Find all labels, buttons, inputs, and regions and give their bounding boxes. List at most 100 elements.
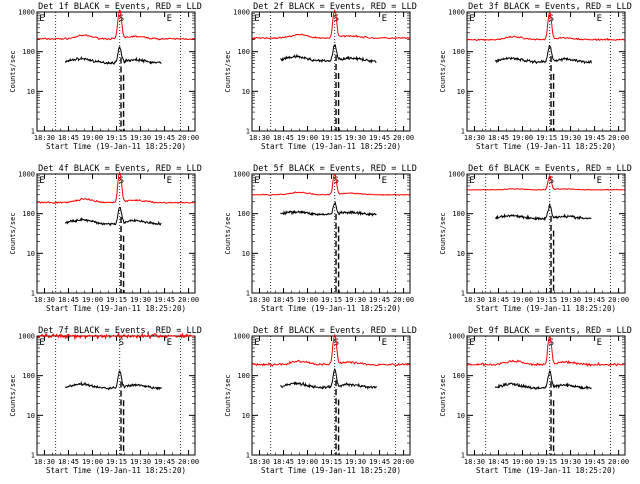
- series-lld-curve: [37, 171, 195, 205]
- panel-title: Det 5f BLACK = Events, RED = LLD: [253, 164, 417, 174]
- series-events-curve: [494, 370, 592, 391]
- y-tick-label: 100: [452, 210, 465, 218]
- x-tick-label: 19:15: [321, 134, 342, 142]
- x-tick-label: 18:30: [34, 134, 55, 142]
- x-tick-label: 18:30: [249, 296, 270, 304]
- x-axis-label: Start Time (19-Jan-11 18:25:20): [46, 466, 186, 475]
- x-tick-label: 18:30: [34, 296, 55, 304]
- x-tick-label: 19:45: [154, 296, 175, 304]
- y-tick-label: 10: [27, 250, 35, 258]
- series-lld-curve: [467, 335, 625, 367]
- x-tick-label: 18:30: [34, 458, 55, 466]
- x-tick-label: 18:30: [464, 134, 485, 142]
- x-tick-label: 19:15: [536, 458, 557, 466]
- x-tick-label: 20:00: [178, 296, 199, 304]
- plot-frame: [251, 173, 411, 294]
- panel-det-4: Det 4f BLACK = Events, RED = LLD 1 10 100 10…: [9, 164, 202, 313]
- interval-marker: E: [254, 176, 259, 186]
- panel-det-5: Det 5f BLACK = Events, RED = LLD 1 10 100 10…: [224, 164, 417, 313]
- series-events-curve: [494, 44, 592, 65]
- y-tick-label: 100: [22, 210, 35, 218]
- interval-marker: E: [39, 338, 44, 348]
- panel-title: Det 4f BLACK = Events, RED = LLD: [38, 164, 202, 174]
- interval-marker: E: [167, 338, 172, 348]
- series-lld-curve: [467, 175, 625, 191]
- y-tick-label: 1: [31, 290, 35, 298]
- panel-det-6: Det 6f BLACK = Events, RED = LLD 1 10 100 10…: [439, 164, 632, 313]
- series-events-curve: [495, 202, 592, 222]
- x-tick-label: 19:30: [345, 134, 366, 142]
- x-tick-label: 19:15: [106, 296, 127, 304]
- x-tick-label: 19:30: [560, 296, 581, 304]
- series-lld-curve: [37, 332, 195, 341]
- interval-marker: E: [469, 338, 474, 348]
- x-tick-label: 18:30: [464, 458, 485, 466]
- y-axis-label: Counts/sec: [9, 374, 17, 416]
- x-tick-label: 20:00: [393, 296, 414, 304]
- series-events-curve: [64, 370, 162, 391]
- x-tick-label: 19:45: [154, 458, 175, 466]
- x-tick-label: 20:00: [393, 134, 414, 142]
- x-axis-label: Start Time (19-Jan-11 18:25:20): [476, 304, 616, 313]
- y-tick-label: 100: [237, 210, 250, 218]
- y-tick-label: 10: [27, 88, 35, 96]
- y-tick-label: 1: [461, 290, 465, 298]
- y-tick-label: 1000: [448, 171, 465, 179]
- x-tick-label: 19:00: [512, 296, 533, 304]
- x-tick-label: 19:00: [512, 458, 533, 466]
- y-tick-label: 1000: [18, 171, 35, 179]
- y-tick-label: 1: [461, 452, 465, 460]
- x-tick-label: 20:00: [608, 296, 629, 304]
- y-tick-label: 1000: [448, 9, 465, 17]
- x-tick-label: 19:45: [584, 134, 605, 142]
- panel-det-3: Det 3f BLACK = Events, RED = LLD 1 10 100 10…: [439, 2, 632, 151]
- x-tick-label: 20:00: [178, 134, 199, 142]
- interval-marker: E: [254, 338, 259, 348]
- x-tick-label: 19:30: [345, 296, 366, 304]
- x-tick-label: 19:30: [130, 458, 151, 466]
- plot-frame: [466, 11, 626, 132]
- y-axis-label: Counts/sec: [439, 212, 447, 254]
- x-tick-label: 19:15: [536, 296, 557, 304]
- y-axis-label: Counts/sec: [439, 374, 447, 416]
- y-tick-label: 10: [242, 250, 250, 258]
- panel-title: Det 7f BLACK = Events, RED = LLD: [38, 326, 202, 336]
- y-tick-label: 1000: [233, 333, 250, 341]
- y-axis-label: Counts/sec: [439, 50, 447, 92]
- y-tick-label: 10: [242, 88, 250, 96]
- y-tick-label: 100: [452, 372, 465, 380]
- y-axis-label: Counts/sec: [224, 50, 232, 92]
- panel-title: Det 2f BLACK = Events, RED = LLD: [253, 2, 417, 12]
- y-tick-label: 1: [246, 128, 250, 136]
- x-axis-label: Start Time (19-Jan-11 18:25:20): [476, 466, 616, 475]
- x-tick-label: 18:30: [249, 134, 270, 142]
- x-tick-label: 19:45: [154, 134, 175, 142]
- x-tick-label: 19:15: [106, 458, 127, 466]
- x-tick-label: 19:45: [369, 458, 390, 466]
- series-lld-curve: [251, 333, 410, 367]
- interval-marker: E: [382, 14, 387, 24]
- plot-frame: [251, 11, 411, 132]
- x-tick-label: 19:00: [512, 134, 533, 142]
- y-tick-label: 10: [242, 412, 250, 420]
- y-tick-label: 1: [246, 290, 250, 298]
- series-lld-curve: [251, 9, 410, 40]
- series-lld-curve: [467, 10, 625, 42]
- plot-frame: [466, 173, 626, 294]
- y-axis-label: Counts/sec: [224, 212, 232, 254]
- panel-det-7: Det 7f BLACK = Events, RED = LLD 1 10 100 10…: [9, 326, 202, 475]
- x-tick-label: 18:45: [273, 134, 294, 142]
- plot-frame: [251, 335, 411, 456]
- x-tick-label: 19:00: [82, 458, 103, 466]
- x-axis-label: Start Time (19-Jan-11 18:25:20): [476, 142, 616, 151]
- panel-title: Det 6f BLACK = Events, RED = LLD: [468, 164, 632, 174]
- interval-marker: E: [167, 176, 172, 186]
- series-events-curve: [64, 206, 162, 227]
- panel-title: Det 3f BLACK = Events, RED = LLD: [468, 2, 632, 12]
- y-tick-label: 1: [461, 128, 465, 136]
- y-tick-label: 100: [22, 372, 35, 380]
- x-tick-label: 19:45: [584, 296, 605, 304]
- x-tick-label: 19:15: [106, 134, 127, 142]
- x-axis-label: Start Time (19-Jan-11 18:25:20): [46, 142, 186, 151]
